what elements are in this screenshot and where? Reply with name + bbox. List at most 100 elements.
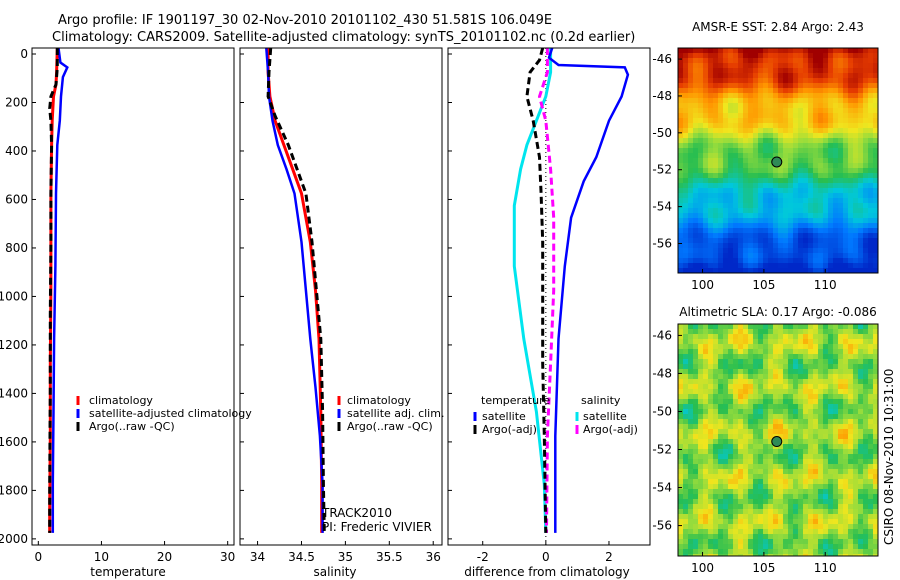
sst-cell — [868, 113, 874, 119]
sst-cell — [838, 173, 844, 179]
sla-cell — [683, 524, 689, 530]
sst-cell — [688, 168, 694, 174]
sla-cell — [808, 324, 814, 330]
sla-cell — [738, 469, 744, 475]
sla-cell — [873, 399, 878, 405]
sla-cell — [708, 554, 714, 556]
sla-cell — [833, 524, 839, 530]
sst-cell — [708, 103, 714, 109]
sla-cell — [758, 534, 764, 540]
sla-cell — [793, 439, 799, 445]
sst-cell — [743, 233, 749, 239]
sst-cell — [738, 183, 744, 189]
sst-cell — [723, 173, 729, 179]
sla-cell — [793, 489, 799, 495]
sst-cell — [753, 108, 759, 114]
sst-cell — [678, 203, 684, 209]
sst-cell — [858, 108, 864, 114]
map-xtick-label: 100 — [691, 278, 714, 292]
sla-cell — [778, 419, 784, 425]
sla-cell — [848, 489, 854, 495]
sla-cell — [733, 414, 739, 420]
sst-cell — [743, 93, 749, 99]
sla-cell — [723, 364, 729, 370]
sst-cell — [833, 163, 839, 169]
sla-cell — [693, 429, 699, 435]
sst-cell — [808, 138, 814, 144]
sst-cell — [813, 253, 819, 259]
sst-cell — [748, 213, 754, 219]
sst-cell — [828, 228, 834, 234]
sla-cell — [683, 469, 689, 475]
sla-cell — [703, 459, 709, 465]
sst-cell — [748, 73, 754, 79]
sst-cell — [813, 133, 819, 139]
sst-cell — [828, 198, 834, 204]
sla-cell — [703, 444, 709, 450]
sla-cell — [688, 404, 694, 410]
sla-cell — [798, 404, 804, 410]
sst-cell — [718, 183, 724, 189]
sla-cell — [788, 399, 794, 405]
sst-cell — [693, 83, 699, 89]
sla-cell — [733, 359, 739, 365]
sst-cell — [713, 48, 719, 54]
sla-cell — [733, 494, 739, 500]
sla-cell — [743, 474, 749, 480]
sla-cell — [698, 379, 704, 385]
sla-cell — [873, 359, 878, 365]
sla-cell — [713, 539, 719, 545]
ytick-label: 400 — [5, 144, 28, 158]
sla-cell — [873, 369, 878, 375]
sla-cell — [748, 394, 754, 400]
sst-cell — [703, 68, 709, 74]
sla-cell — [743, 384, 749, 390]
sst-cell — [713, 113, 719, 119]
sla-cell — [778, 404, 784, 410]
sst-cell — [873, 243, 878, 249]
sla-cell — [713, 349, 719, 355]
sst-cell — [763, 108, 769, 114]
sla-cell — [783, 509, 789, 515]
sla-cell — [808, 549, 814, 555]
sla-cell — [813, 439, 819, 445]
sst-cell — [858, 63, 864, 69]
sla-cell — [838, 504, 844, 510]
sst-cell — [713, 263, 719, 269]
sla-cell — [688, 519, 694, 525]
sla-cell — [793, 544, 799, 550]
sst-cell — [733, 58, 739, 64]
sla-cell — [738, 544, 744, 550]
sla-cell — [783, 429, 789, 435]
sla-cell — [803, 349, 809, 355]
sla-cell — [693, 354, 699, 360]
sla-cell — [688, 544, 694, 550]
sla-cell — [798, 454, 804, 460]
sla-cell — [718, 394, 724, 400]
sst-cell — [763, 123, 769, 129]
sst-cell — [788, 163, 794, 169]
sst-cell — [758, 263, 764, 269]
sst-cell — [833, 108, 839, 114]
sst-cell — [768, 198, 774, 204]
sla-cell — [843, 509, 849, 515]
sla-cell — [868, 334, 874, 340]
sst-cell — [748, 123, 754, 129]
sst-cell — [823, 123, 829, 129]
sst-cell — [843, 123, 849, 129]
sst-cell — [828, 253, 834, 259]
sst-cell — [843, 58, 849, 64]
sla-cell — [798, 464, 804, 470]
sst-cell — [703, 183, 709, 189]
sst-cell — [823, 158, 829, 164]
sst-cell — [858, 93, 864, 99]
sst-cell — [743, 73, 749, 79]
sst-cell — [688, 238, 694, 244]
sla-cell — [818, 439, 824, 445]
sla-cell — [688, 444, 694, 450]
sla-cell — [728, 434, 734, 440]
xtick-label: 34 — [250, 550, 265, 564]
sla-cell — [783, 549, 789, 555]
sla-cell — [718, 359, 724, 365]
sla-cell — [853, 514, 859, 520]
